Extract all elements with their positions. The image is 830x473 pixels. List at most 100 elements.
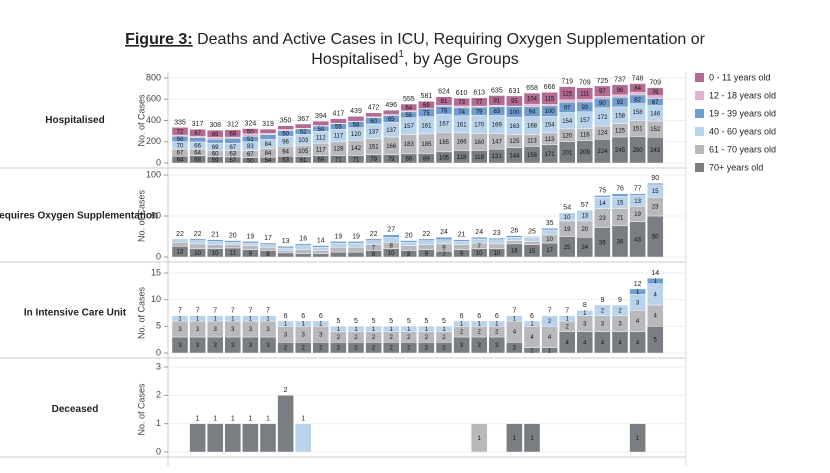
segment-label: 17 xyxy=(546,248,553,254)
segment-label: 43 xyxy=(634,237,641,243)
segment-label: 152 xyxy=(650,127,661,133)
bar-segment xyxy=(190,239,206,241)
total-label: 308 xyxy=(209,122,221,129)
legend-label: 0 - 11 years old xyxy=(709,72,770,82)
segment-label: 105 xyxy=(298,149,309,155)
segment-label: 124 xyxy=(597,131,608,137)
segment-label: 96 xyxy=(617,88,624,94)
bar-segment xyxy=(524,237,540,241)
total-label: 20 xyxy=(405,232,413,239)
segment-label: 157 xyxy=(580,118,591,124)
segment-label: 118 xyxy=(474,155,484,161)
total-label: 2 xyxy=(284,387,288,394)
segment-label: 10 xyxy=(194,251,201,257)
segment-label: 185 xyxy=(439,140,450,146)
bar-segment xyxy=(313,246,329,248)
bar-segment xyxy=(225,242,241,244)
bar-segment xyxy=(594,96,610,98)
bar-segment xyxy=(524,241,540,244)
total-label: 24 xyxy=(440,229,448,236)
total-label: 7 xyxy=(231,308,235,315)
total-label: 6 xyxy=(301,313,305,320)
bar-segment xyxy=(418,245,434,250)
legend-swatch xyxy=(695,73,704,82)
total-label: 27 xyxy=(387,227,395,234)
y-tick-label: 0 xyxy=(156,251,161,261)
segment-label: 52 xyxy=(300,130,307,136)
segment-label: 116 xyxy=(580,133,590,139)
segment-label: 10 xyxy=(493,251,500,257)
bar-segment xyxy=(295,424,311,452)
segment-label: 13 xyxy=(581,214,588,220)
total-label: 17 xyxy=(264,235,272,242)
total-label: 613 xyxy=(473,90,485,97)
total-label: 5 xyxy=(372,318,376,325)
segment-label: 77 xyxy=(476,100,483,106)
total-label: 9 xyxy=(600,297,604,304)
segment-label: 137 xyxy=(386,128,397,134)
segment-label: 111 xyxy=(580,92,590,98)
legend-label: 40 - 60 years old xyxy=(709,126,776,136)
bar-segment xyxy=(242,424,258,452)
y-tick-label: 0 xyxy=(156,446,161,456)
total-label: 312 xyxy=(227,122,239,129)
bar-segment xyxy=(401,241,417,243)
bar-segment xyxy=(278,246,294,248)
title-label: Figure 3: xyxy=(125,31,193,48)
total-label: 22 xyxy=(176,231,184,238)
segment-label: 131 xyxy=(492,154,503,160)
segment-label: 54 xyxy=(265,158,272,164)
y-tick-label: 3 xyxy=(156,361,161,371)
bar-segment xyxy=(542,228,558,230)
segment-label: 117 xyxy=(316,148,326,154)
total-label: 5 xyxy=(354,318,358,325)
bar-segment xyxy=(330,252,346,257)
segment-label: 92 xyxy=(617,100,624,106)
segment-label: 183 xyxy=(404,142,415,148)
bar-segment xyxy=(225,245,241,248)
segment-label: 10 xyxy=(564,215,571,221)
total-label: 8 xyxy=(583,302,587,309)
segment-label: 163 xyxy=(509,124,520,130)
total-label: 624 xyxy=(438,89,450,96)
total-label: 22 xyxy=(423,231,431,238)
bar-segment xyxy=(172,242,188,246)
segment-label: 95 xyxy=(511,99,518,105)
segment-label: 10 xyxy=(546,237,553,243)
segment-label: 89 xyxy=(423,156,430,162)
y-tick-label: 2 xyxy=(156,390,161,400)
total-label: 635 xyxy=(491,87,503,94)
bar-segment xyxy=(366,241,382,245)
bar-segment xyxy=(190,424,206,452)
segment-label: 66 xyxy=(194,144,201,150)
bar-segment xyxy=(330,119,346,124)
segment-label: 25 xyxy=(564,245,571,251)
row-label: In Intensive Care Unit xyxy=(24,308,127,319)
segment-label: 23 xyxy=(599,216,606,222)
total-label: 54 xyxy=(563,205,571,212)
segment-label: 10 xyxy=(476,251,483,257)
segment-label: 167 xyxy=(439,121,450,127)
bar-segment xyxy=(260,247,276,250)
bar-segment xyxy=(401,246,417,251)
segment-label: 64 xyxy=(194,150,201,156)
bar-segment xyxy=(454,106,470,108)
total-label: 5 xyxy=(442,318,446,325)
segment-label: 103 xyxy=(298,138,309,144)
total-label: 22 xyxy=(194,231,202,238)
y-tick-label: 1 xyxy=(156,418,161,428)
segment-label: 100 xyxy=(509,110,520,116)
bar-segment xyxy=(383,110,399,114)
total-label: 23 xyxy=(493,230,501,237)
bar-segment xyxy=(489,244,505,249)
segment-label: 146 xyxy=(650,111,661,117)
total-label: 1 xyxy=(231,416,235,423)
bar-segment xyxy=(260,243,276,245)
total-label: 709 xyxy=(649,80,661,87)
total-label: 14 xyxy=(651,270,659,277)
segment-label: 71 xyxy=(335,157,342,163)
total-label: 709 xyxy=(579,80,591,87)
bar-segment xyxy=(542,230,558,235)
segment-label: 69 xyxy=(212,145,219,151)
total-label: 439 xyxy=(350,108,362,115)
